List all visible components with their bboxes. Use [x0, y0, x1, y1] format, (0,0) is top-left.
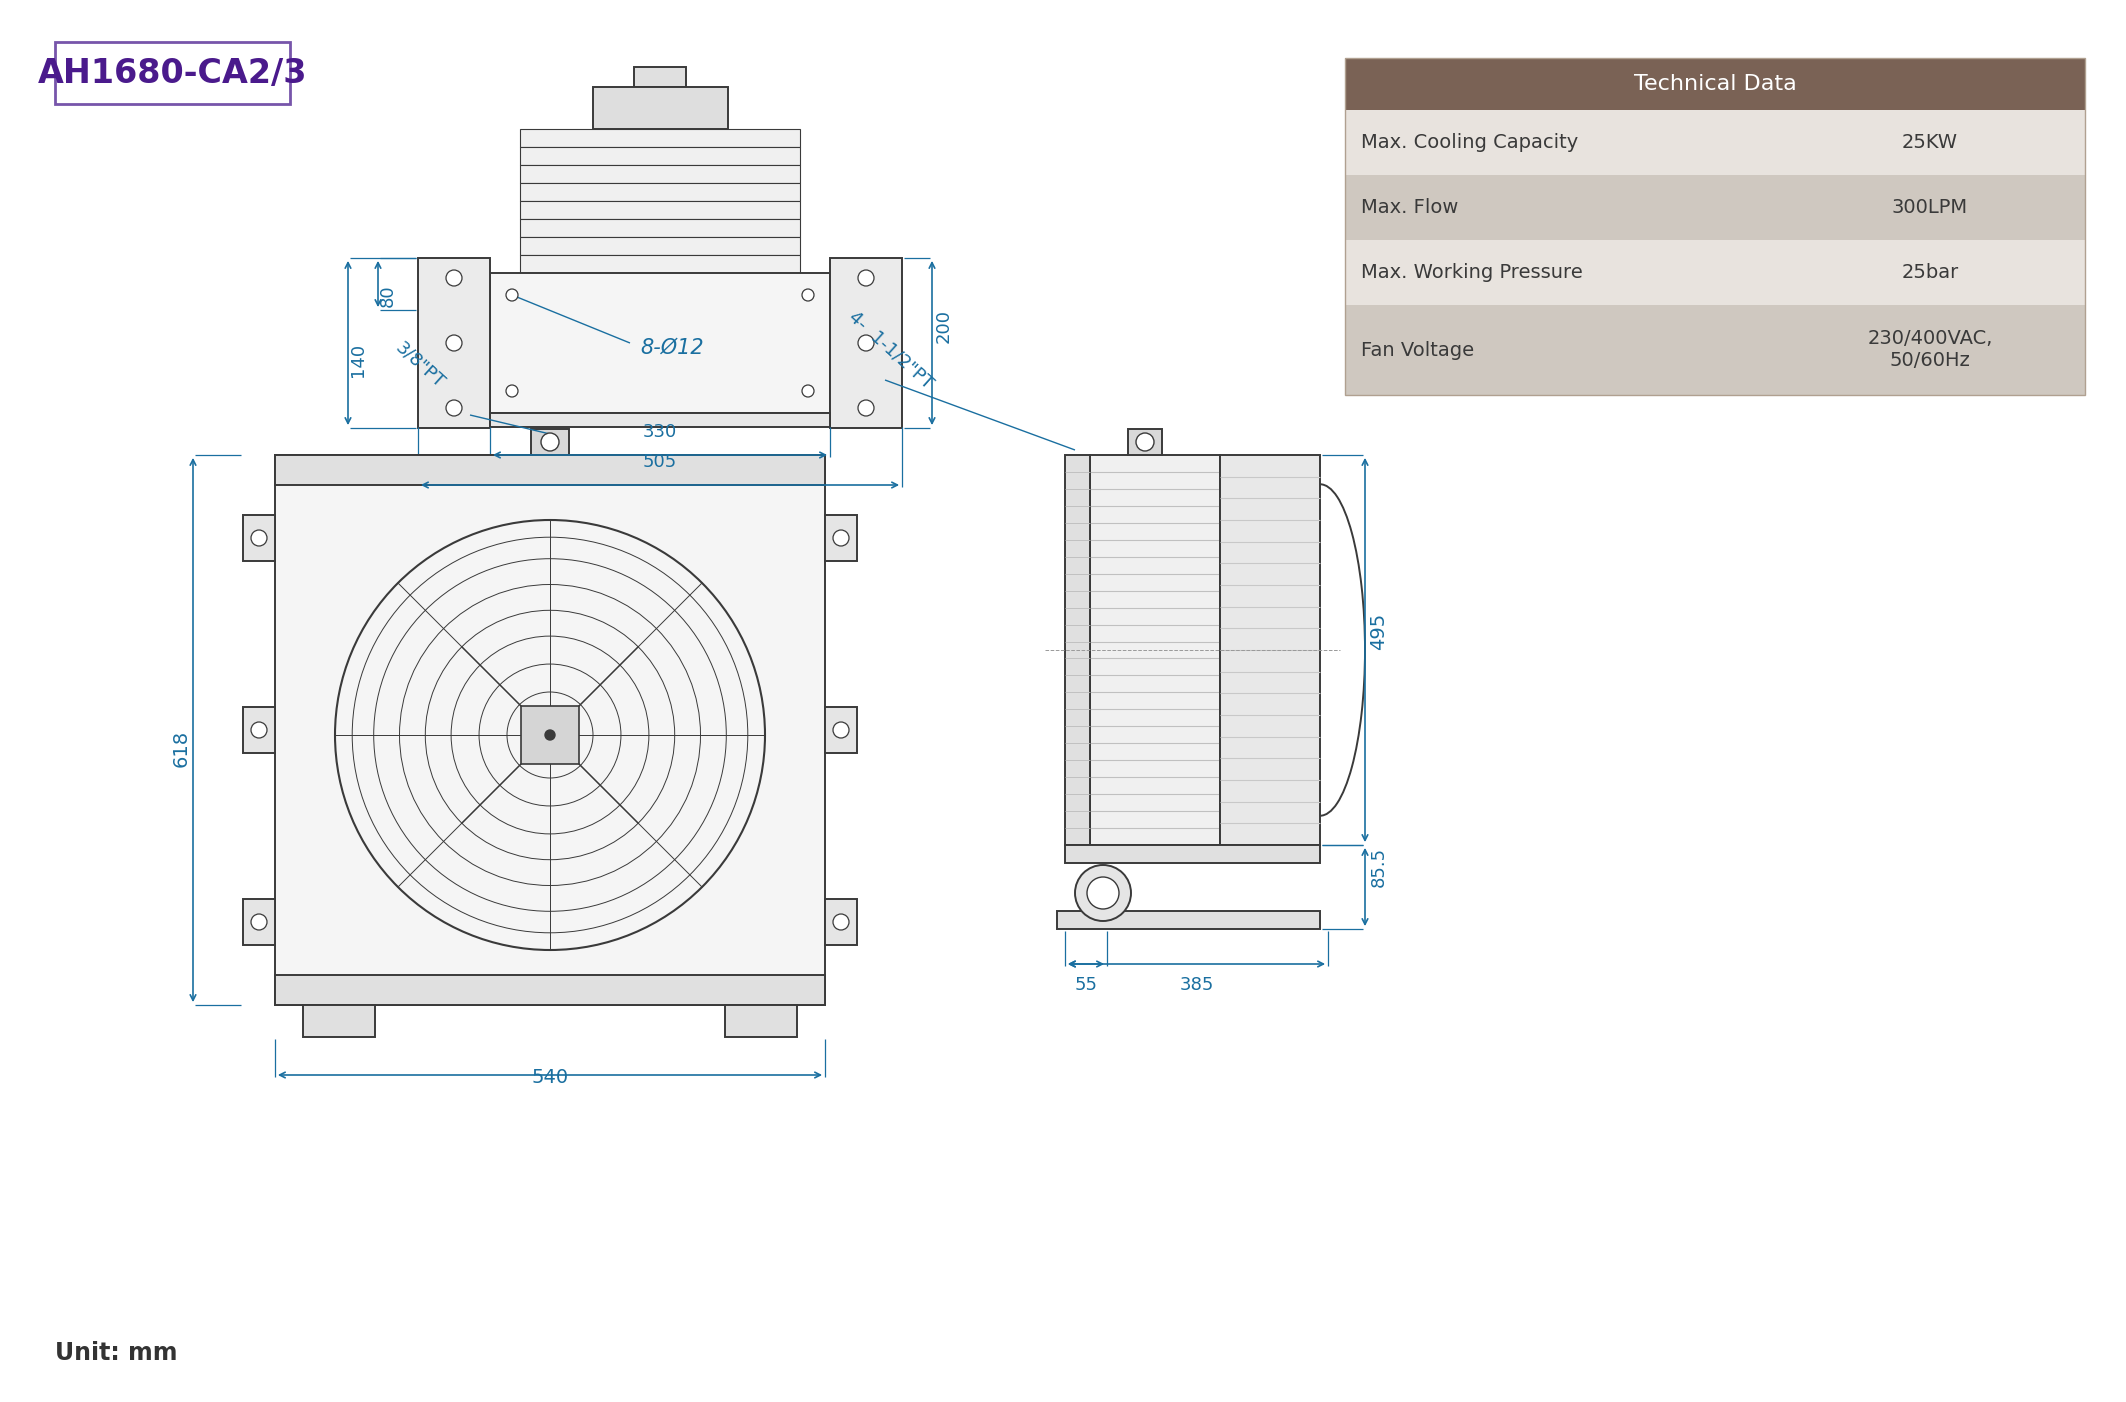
Bar: [489, 273, 829, 414]
Bar: [1346, 175, 2086, 240]
Text: 330: 330: [642, 423, 676, 442]
Bar: [1065, 456, 1091, 845]
Text: 85.5: 85.5: [1369, 847, 1388, 887]
Circle shape: [1086, 878, 1118, 908]
Bar: [725, 1005, 797, 1037]
Text: 200: 200: [935, 308, 952, 343]
Text: Fan Voltage: Fan Voltage: [1361, 341, 1473, 359]
Bar: [593, 87, 727, 129]
Circle shape: [833, 722, 848, 737]
Bar: [521, 184, 799, 200]
Text: 540: 540: [532, 1068, 568, 1087]
Bar: [242, 515, 274, 561]
Text: 385: 385: [1180, 976, 1214, 994]
Bar: [1091, 456, 1220, 845]
Bar: [521, 255, 799, 273]
Text: 8-Ø12: 8-Ø12: [640, 338, 704, 358]
Bar: [1346, 109, 2086, 175]
Text: Max. Working Pressure: Max. Working Pressure: [1361, 264, 1582, 282]
Bar: [521, 200, 799, 219]
Circle shape: [833, 530, 848, 545]
Text: 505: 505: [642, 453, 676, 471]
Circle shape: [833, 914, 848, 930]
Bar: [489, 414, 829, 428]
Circle shape: [506, 289, 519, 301]
Circle shape: [859, 271, 874, 286]
Text: 140: 140: [349, 343, 368, 377]
Bar: [825, 515, 857, 561]
Bar: [274, 456, 825, 1005]
Text: Max. Flow: Max. Flow: [1361, 198, 1458, 217]
Circle shape: [446, 400, 461, 416]
Text: 495: 495: [1369, 613, 1388, 651]
Text: Unit: mm: Unit: mm: [55, 1340, 176, 1366]
Text: 80: 80: [378, 285, 398, 307]
Bar: [1057, 911, 1320, 930]
Bar: [274, 456, 825, 485]
Circle shape: [446, 335, 461, 350]
Circle shape: [251, 722, 268, 737]
Bar: [521, 165, 799, 184]
Bar: [1129, 429, 1163, 456]
Circle shape: [506, 386, 519, 397]
Bar: [1346, 57, 2086, 109]
Bar: [532, 429, 570, 456]
Bar: [304, 1005, 374, 1037]
Text: 3/8"PT: 3/8"PT: [391, 338, 449, 391]
Bar: [634, 67, 687, 87]
Circle shape: [859, 400, 874, 416]
Circle shape: [802, 289, 814, 301]
Circle shape: [540, 433, 559, 451]
Text: 300LPM: 300LPM: [1892, 198, 1969, 217]
Text: 4-  1-1/2"PT: 4- 1-1/2"PT: [844, 307, 935, 393]
Text: AH1680-CA2/3: AH1680-CA2/3: [38, 56, 308, 90]
Bar: [521, 237, 799, 255]
Text: 618: 618: [172, 730, 191, 767]
Bar: [55, 42, 289, 104]
Bar: [829, 258, 901, 428]
Bar: [521, 219, 799, 237]
Bar: [274, 974, 825, 1005]
Bar: [825, 899, 857, 945]
Circle shape: [251, 530, 268, 545]
Bar: [242, 899, 274, 945]
Bar: [1220, 456, 1320, 845]
Text: 25bar: 25bar: [1901, 264, 1958, 282]
Text: 25KW: 25KW: [1903, 133, 1958, 151]
Bar: [1346, 57, 2086, 395]
Bar: [521, 129, 799, 147]
Bar: [825, 707, 857, 753]
Text: 230/400VAC,
50/60Hz: 230/400VAC, 50/60Hz: [1867, 329, 1992, 370]
Circle shape: [859, 335, 874, 350]
Text: 55: 55: [1074, 976, 1097, 994]
Circle shape: [1135, 433, 1154, 451]
Circle shape: [544, 730, 555, 740]
Bar: [419, 258, 489, 428]
Bar: [1346, 306, 2086, 395]
Text: Technical Data: Technical Data: [1633, 74, 1796, 94]
Bar: [1346, 240, 2086, 306]
Circle shape: [446, 271, 461, 286]
Bar: [242, 707, 274, 753]
Text: Max. Cooling Capacity: Max. Cooling Capacity: [1361, 133, 1577, 151]
Bar: [521, 147, 799, 165]
Bar: [521, 707, 578, 764]
Circle shape: [251, 914, 268, 930]
Circle shape: [1076, 865, 1131, 921]
Bar: [1065, 845, 1320, 864]
Circle shape: [802, 386, 814, 397]
